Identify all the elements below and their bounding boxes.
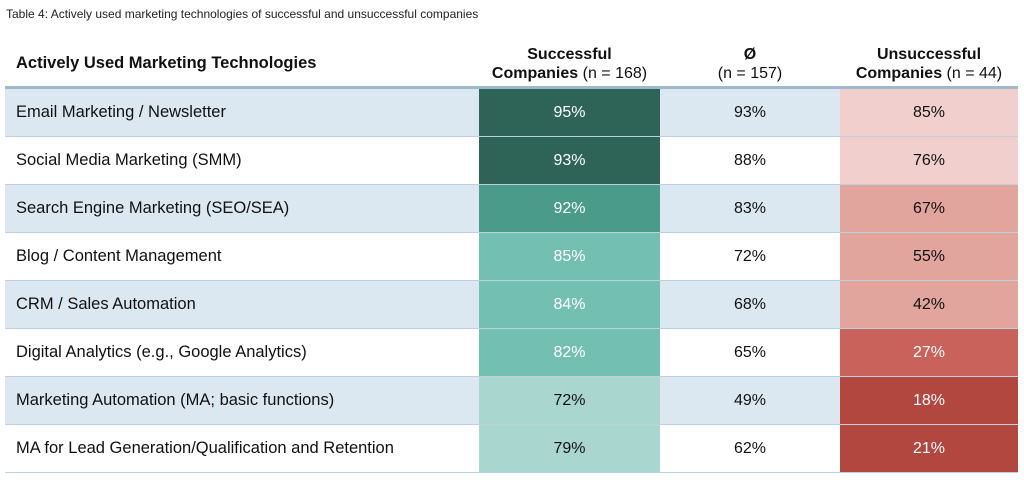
average-value-cell: 72% (733, 247, 767, 265)
successful-value-cell: 92% (479, 185, 660, 232)
table-caption: Table 4: Actively used marketing technol… (6, 7, 479, 21)
header-successful-line2: Companies (n = 168) (492, 64, 647, 83)
header-successful-title: Successful (527, 46, 612, 63)
successful-value-cell: 82% (479, 329, 660, 376)
average-value-cell: 88% (733, 151, 767, 169)
average-value-cell: 93% (733, 103, 767, 121)
row-label: Marketing Automation (MA; basic function… (16, 391, 335, 409)
header-unsuccessful-n: (n = 44) (946, 65, 1003, 82)
average-value-cell: 68% (733, 295, 767, 313)
header-successful-n: (n = 168) (582, 65, 648, 82)
successful-value-cell: 93% (479, 137, 660, 184)
header-label-column: Actively Used Marketing Technologies (16, 40, 316, 86)
successful-value-cell: 72% (479, 377, 660, 424)
row-label: Search Engine Marketing (SEO/SEA) (16, 199, 290, 217)
unsuccessful-value-cell: 21% (840, 425, 1018, 472)
table-row: Marketing Automation (MA; basic function… (5, 377, 1018, 425)
header-average-title: Ø (743, 46, 757, 63)
header-successful-sub: Companies (491, 65, 579, 82)
header-average: Ø (n = 157) (661, 40, 839, 86)
table-header: Actively Used Marketing Technologies Suc… (5, 40, 1018, 86)
header-unsuccessful: Unsuccessful Companies (n = 44) (840, 40, 1018, 86)
unsuccessful-value-cell: 18% (840, 377, 1018, 424)
marketing-tech-table: Actively Used Marketing Technologies Suc… (5, 40, 1018, 473)
successful-value-cell: 95% (479, 89, 660, 136)
row-label: Digital Analytics (e.g., Google Analytic… (16, 343, 307, 361)
successful-value-cell: 84% (479, 281, 660, 328)
unsuccessful-value-cell: 76% (840, 137, 1018, 184)
row-label: Email Marketing / Newsletter (16, 103, 226, 121)
successful-value-cell: 85% (479, 233, 660, 280)
row-label: Social Media Marketing (SMM) (16, 151, 242, 169)
table-row: Search Engine Marketing (SEO/SEA) 92% 83% 6… (5, 185, 1018, 233)
header-label-text: Actively Used Marketing Technologies (16, 54, 317, 72)
table-row: CRM / Sales Automation 84% 68% 42% (5, 281, 1018, 329)
row-label: Blog / Content Management (16, 247, 222, 265)
table-body: Email Marketing / Newsletter 95% 93% 85% Soc… (5, 89, 1018, 473)
header-successful: Successful Companies (n = 168) (479, 40, 660, 86)
average-value-cell: 62% (733, 439, 767, 457)
table-row: Digital Analytics (e.g., Google Analytic… (5, 329, 1018, 377)
unsuccessful-value-cell: 42% (840, 281, 1018, 328)
unsuccessful-value-cell: 27% (840, 329, 1018, 376)
header-rule (5, 86, 1018, 89)
table-row: Blog / Content Management 85% 72% 55% (5, 233, 1018, 281)
unsuccessful-value-cell: 55% (840, 233, 1018, 280)
row-label: MA for Lead Generation/Qualification and… (16, 439, 394, 457)
header-unsuccessful-line2: Companies (n = 44) (856, 64, 1002, 83)
average-value-cell: 49% (733, 391, 767, 409)
header-unsuccessful-title: Unsuccessful (876, 46, 982, 63)
table-row: MA for Lead Generation/Qualification and… (5, 425, 1018, 473)
header-unsuccessful-sub: Companies (855, 65, 943, 82)
header-average-n: (n = 157) (717, 65, 783, 82)
table-row: Email Marketing / Newsletter 95% 93% 85% (5, 89, 1018, 137)
row-label: CRM / Sales Automation (16, 295, 196, 313)
unsuccessful-value-cell: 67% (840, 185, 1018, 232)
average-value-cell: 83% (733, 199, 767, 217)
successful-value-cell: 79% (479, 425, 660, 472)
unsuccessful-value-cell: 85% (840, 89, 1018, 136)
table-row: Social Media Marketing (SMM) 93% 88% 76% (5, 137, 1018, 185)
average-value-cell: 65% (733, 343, 767, 361)
